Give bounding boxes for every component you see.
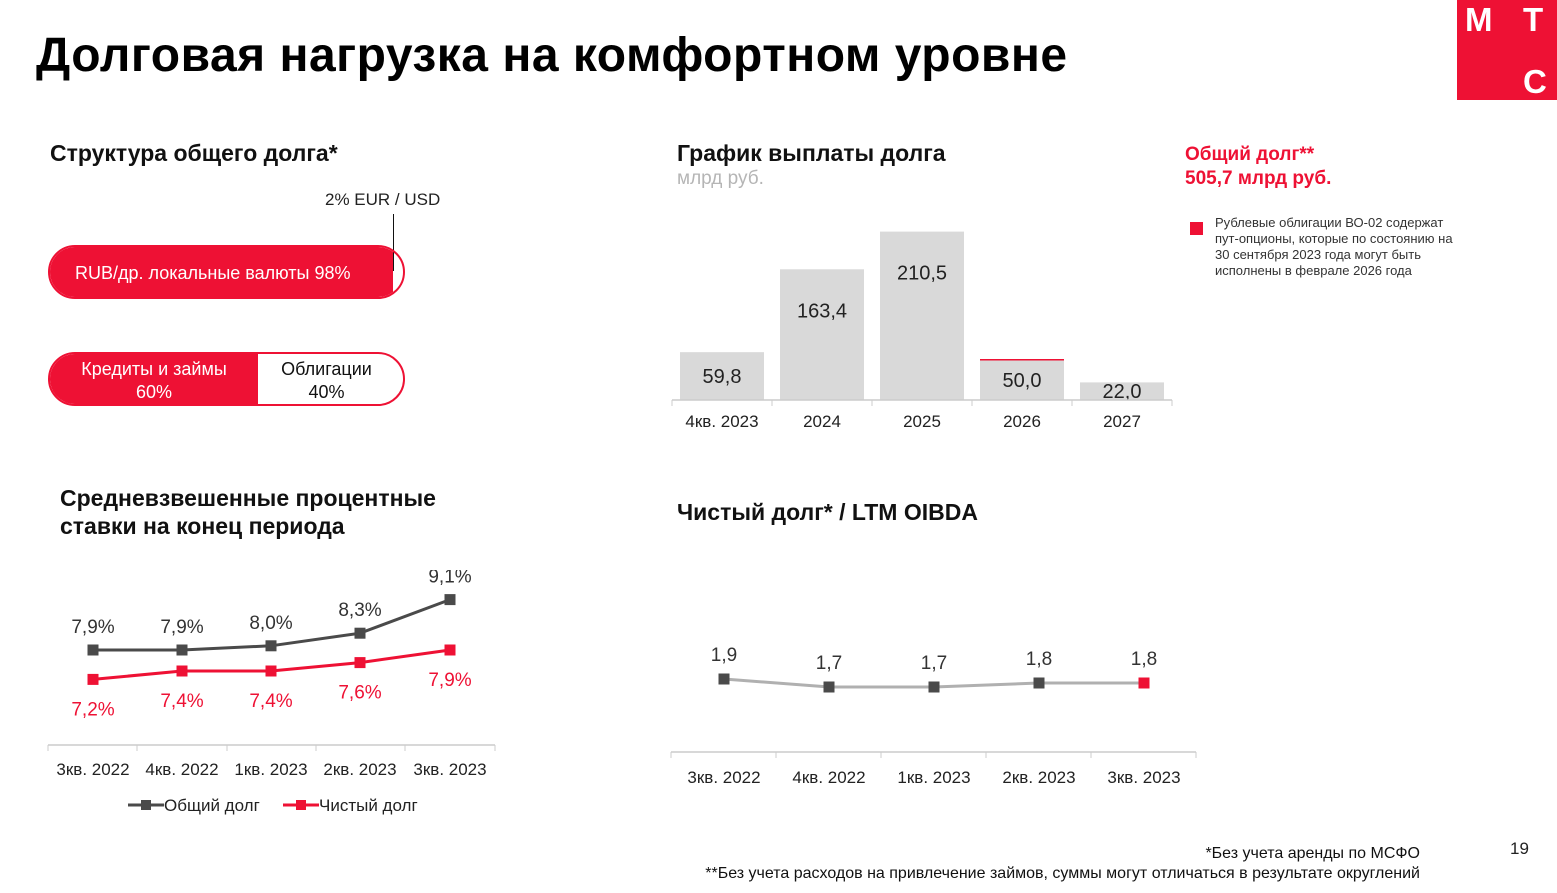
data-label: 1,8 [1026,649,1052,670]
x-tick-label: 2026 [1003,412,1041,431]
loans-segment [50,354,258,404]
x-tick-label: 1кв. 2023 [234,760,307,779]
x-tick-label: 2кв. 2023 [323,760,396,779]
repayment-bar-chart: 59,8 4кв. 2023 163,4 2024 210,5 2025 50,0 2026 2… [671,231,1173,431]
series-marker [265,640,277,652]
page-title: Долговая нагрузка на комфортном уровне [36,29,1068,82]
bar-1 [780,269,864,400]
bar-4 [1080,382,1164,400]
data-label: 7,4% [249,691,292,712]
minor-currency-leader [393,214,394,271]
rates-line-chart: 7,9% 7,9% 8,0% 8,3% 9,1% 7,2% 7,4% 7,4% 7,6% 7,9%… [47,570,496,815]
page-number: 19 [1510,839,1529,858]
leverage-marker [928,681,940,693]
rates-title-line2: ставки на конец периода [60,513,345,539]
series-marker [87,673,99,685]
data-label: 8,3% [338,600,381,621]
x-tick-label: 4кв. 2022 [792,768,865,787]
leverage-marker [718,673,730,685]
bar-value-label: 59,8 [703,366,742,388]
x-tick-label: 2кв. 2023 [1002,768,1075,787]
data-label: 1,8 [1131,649,1157,670]
x-tick-label: 2025 [903,412,941,431]
put-option-note: Рублевые облигации ВО-02 содержат пут-оп… [1215,215,1453,278]
data-label: 7,9% [160,617,203,638]
x-tick-label: 3кв. 2023 [413,760,486,779]
x-tick-label: 1кв. 2023 [897,768,970,787]
data-label: 7,6% [338,683,381,704]
put-option-marker [980,359,1064,361]
repayment-title: График выплаты долга [677,140,946,166]
total-debt-value: 505,7 млрд руб. [1185,168,1332,189]
bar-3 [980,360,1064,400]
data-label: 9,1% [428,570,471,588]
data-label: 7,4% [160,691,203,712]
series-marker [354,627,366,639]
series-marker [176,644,188,656]
series-marker [444,644,456,656]
mts-logo: М Т С [1457,0,1557,100]
minor-currency-label: 2% EUR / USD [325,190,441,209]
leverage-marker [823,681,835,693]
currency-structure-bar: RUB/др. локальные валюты 98% [48,245,405,299]
bar-0 [680,352,764,400]
series-marker [176,665,188,677]
bonds-value: 40% [308,382,345,402]
leverage-marker [1138,677,1150,689]
leverage-title: Чистый долг* / LTM OIBDA [677,499,978,525]
loans-label: Кредиты и займы [81,359,227,379]
bar-value-label: 163,4 [797,300,847,322]
currency-main-segment [50,247,393,297]
legend-label: Чистый долг [319,796,418,815]
x-tick-label: 3кв. 2023 [1107,768,1180,787]
data-label: 7,2% [71,699,114,720]
bar-value-label: 50,0 [1003,370,1042,392]
bonds-label: Облигации [281,359,372,379]
data-label: 1,7 [816,653,842,674]
total-debt-label: Общий долг** [1185,144,1315,165]
currency-main-label: RUB/др. локальные валюты 98% [75,263,351,283]
repayment-unit: млрд руб. [677,168,764,189]
x-tick-label: 3кв. 2022 [56,760,129,779]
data-label: 7,9% [428,670,471,691]
logo-letter-m: М [1465,1,1493,38]
data-label: 8,0% [249,613,292,634]
footnote-ifrs: *Без учета аренды по МСФО [1205,845,1420,862]
series-marker [265,665,277,677]
logo-letter-s: С [1523,63,1547,100]
legend-label: Общий долг [164,796,260,815]
legend-marker [141,800,151,810]
debt-type-bar: Кредиты и займы 60% Облигации 40% [48,352,405,406]
data-label: 1,7 [921,653,947,674]
series-marker [444,594,456,606]
x-tick-label: 3кв. 2022 [687,768,760,787]
x-tick-label: 2027 [1103,412,1141,431]
loans-value: 60% [135,382,173,402]
legend-marker [296,800,306,810]
data-label: 7,9% [71,617,114,638]
x-tick-label: 4кв. 2022 [145,760,218,779]
x-tick-label: 2024 [803,412,841,431]
leverage-line-chart: 1,9 1,7 1,7 1,8 1,8 3кв. 2022 4кв. 2022 1кв. 20… [670,645,1197,787]
series-marker [354,657,366,669]
footnote-rounding: **Без учета расходов на привлечение займ… [705,865,1420,882]
leverage-marker [1033,677,1045,689]
data-label: 1,9 [711,645,737,666]
bar-value-label: 22,0 [1103,381,1142,403]
structure-title: Структура общего долга* [50,140,338,166]
bar-2 [880,231,964,400]
put-option-legend-icon [1190,222,1203,235]
rates-title-line1: Средневзвешенные процентные [60,485,436,511]
series-marker [87,644,99,656]
logo-letter-t: Т [1523,1,1544,38]
x-tick-label: 4кв. 2023 [685,412,758,431]
bar-value-label: 210,5 [897,263,947,285]
